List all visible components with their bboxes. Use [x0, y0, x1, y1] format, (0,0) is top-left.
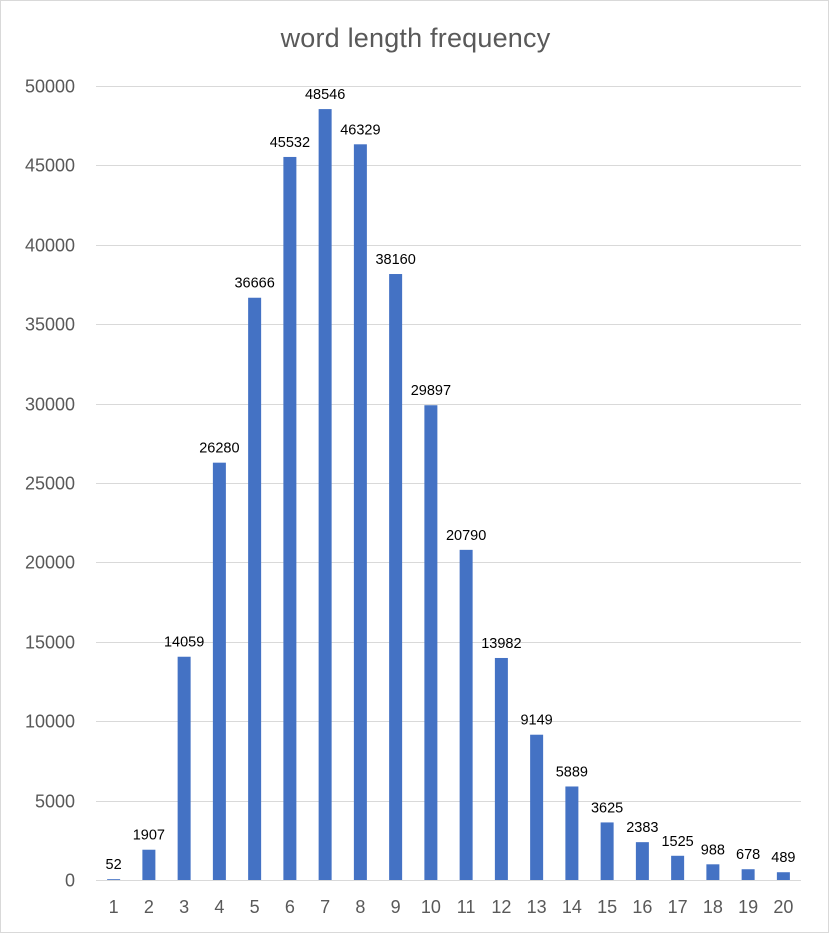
x-tick-label: 18 — [703, 897, 723, 917]
data-labels: 52 1907 14059 26280 36666 45532 48546 46329 3816… — [106, 87, 796, 873]
x-tick-label: 2 — [144, 897, 154, 917]
bar-20 — [776, 872, 790, 880]
x-tick-label: 3 — [179, 897, 189, 917]
data-label-18: 988 — [701, 842, 725, 858]
y-tick-label: 5000 — [35, 792, 75, 812]
y-tick-label: 45000 — [25, 156, 75, 176]
y-tick-label: 25000 — [25, 474, 75, 494]
bar-6 — [283, 156, 297, 880]
bar-9 — [389, 274, 403, 880]
data-label-10: 29897 — [411, 383, 451, 399]
bar-2 — [142, 849, 156, 880]
x-tick-label: 15 — [597, 897, 617, 917]
x-tick-label: 9 — [391, 897, 401, 917]
bar-12 — [494, 657, 508, 880]
x-axis-tick-labels: 1 2 3 4 5 6 7 8 9 10 11 12 13 14 15 16 17 18 19 20 — [109, 897, 794, 917]
bar-8 — [353, 144, 367, 881]
data-label-6: 45532 — [270, 135, 310, 151]
bar-18 — [706, 864, 720, 880]
data-label-7: 48546 — [305, 87, 345, 103]
data-label-8: 46329 — [340, 122, 380, 138]
chart-title: word length frequency — [280, 23, 551, 53]
bar-1 — [107, 879, 121, 880]
data-label-1: 52 — [106, 857, 122, 873]
y-tick-label: 40000 — [25, 236, 75, 256]
y-tick-label: 20000 — [25, 553, 75, 573]
x-tick-label: 20 — [773, 897, 793, 917]
bar-5 — [248, 297, 262, 880]
data-label-16: 2383 — [626, 820, 658, 836]
data-label-5: 36666 — [234, 276, 274, 292]
x-tick-label: 1 — [109, 897, 119, 917]
y-tick-label: 35000 — [25, 315, 75, 335]
bar-4 — [212, 462, 226, 880]
data-label-9: 38160 — [375, 252, 415, 268]
bar-17 — [671, 855, 685, 880]
data-label-11: 20790 — [446, 528, 486, 544]
bar-3 — [177, 656, 191, 880]
y-tick-label: 10000 — [25, 712, 75, 732]
x-tick-label: 11 — [457, 897, 476, 917]
x-tick-label: 17 — [668, 897, 688, 917]
bars — [107, 109, 790, 881]
data-label-2: 1907 — [133, 828, 165, 844]
bar-13 — [530, 734, 544, 880]
x-tick-label: 13 — [527, 897, 547, 917]
y-axis-tick-labels: 0 5000 10000 15000 20000 25000 30000 35000 40000… — [25, 77, 75, 891]
bar-16 — [635, 842, 649, 880]
x-tick-label: 6 — [285, 897, 295, 917]
data-label-17: 1525 — [661, 834, 693, 850]
x-tick-label: 12 — [491, 897, 511, 917]
data-label-12: 13982 — [481, 636, 521, 652]
bar-15 — [600, 822, 614, 880]
bar-14 — [565, 786, 579, 880]
data-label-19: 678 — [736, 847, 760, 863]
x-tick-label: 8 — [355, 897, 365, 917]
x-tick-label: 10 — [421, 897, 441, 917]
x-tick-label: 7 — [320, 897, 330, 917]
bar-7 — [318, 109, 332, 881]
y-tick-label: 15000 — [25, 633, 75, 653]
data-label-13: 9149 — [520, 713, 552, 729]
y-tick-label: 50000 — [25, 77, 75, 97]
data-label-15: 3625 — [591, 800, 623, 816]
x-tick-label: 4 — [214, 897, 224, 917]
x-tick-label: 19 — [738, 897, 758, 917]
bar-10 — [424, 405, 438, 880]
data-label-14: 5889 — [556, 764, 588, 780]
bar-11 — [459, 549, 473, 880]
x-tick-label: 16 — [632, 897, 652, 917]
y-tick-label: 30000 — [25, 395, 75, 415]
gridlines — [96, 86, 801, 881]
bar-19 — [741, 869, 755, 880]
data-label-4: 26280 — [199, 441, 239, 457]
x-tick-label: 5 — [250, 897, 260, 917]
x-tick-label: 14 — [562, 897, 582, 917]
data-label-20: 489 — [771, 850, 795, 866]
y-tick-label: 0 — [65, 871, 75, 891]
data-label-3: 14059 — [164, 635, 204, 651]
